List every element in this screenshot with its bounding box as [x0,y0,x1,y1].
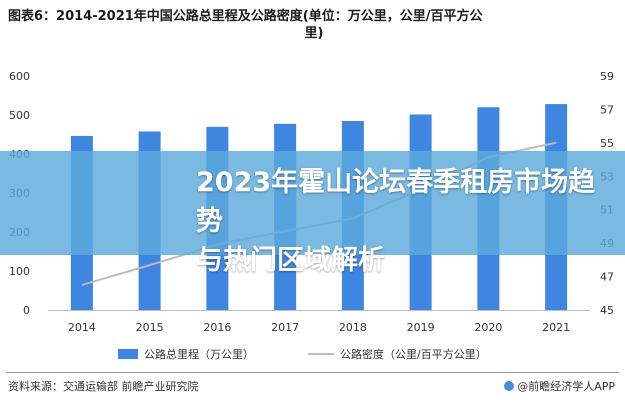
overlay-banner-line2: 与热门区域解析 [196,245,385,276]
y-left-tick-label: 600 [9,70,30,83]
x-tick-label: 2019 [407,321,435,334]
y-right-tick-label: 45 [600,304,614,317]
chart-title-line2: 里) [304,26,324,41]
footer: 资料来源：交通运输部 前瞻产业研究院 @前瞻经济学人APP [0,372,625,407]
x-tick-label: 2021 [542,321,570,334]
legend-label-bars: 公路总里程（万公里） [144,348,254,361]
y-right-tick-label: 55 [600,137,614,150]
y-right-tick-label: 57 [600,103,614,116]
chart-title-line1: 图表6：2014-2021年中国公路总里程及公路密度(单位：万公里，公里/百平方… [8,9,483,24]
footer-divider [6,372,619,373]
footer-brand-label: @前瞻经济学人APP [517,380,615,393]
y-left-tick-label: 500 [9,109,30,122]
x-tick-label: 2018 [339,321,367,334]
legend-item-bars: 公路总里程（万公里） [118,346,254,362]
x-tick-label: 2017 [271,321,299,334]
overlay-banner [0,151,625,255]
x-tick-label: 2016 [203,321,231,334]
x-tick-label: 2015 [136,321,164,334]
x-tick-label: 2020 [474,321,502,334]
y-right-tick-label: 59 [600,70,614,83]
overlay-banner-line1: 2023年霍山论坛春季租房市场趋势 [196,167,596,237]
chart-title: 图表6：2014-2021年中国公路总里程及公路密度(单位：万公里，公里/百平方… [8,8,620,42]
chart-legend: 公路总里程（万公里） 公路密度（公里/百平方公里） [0,346,625,364]
x-tick-label: 2014 [68,321,96,334]
y-right-tick-label: 47 [600,271,614,284]
footer-brand: @前瞻经济学人APP [504,378,615,394]
y-left-tick-label: 100 [9,265,30,278]
legend-label-line: 公路密度（公里/百平方公里） [340,348,487,361]
legend-swatch-bar [118,349,138,359]
legend-swatch-line [308,353,334,355]
y-left-tick-label: 0 [23,304,30,317]
brand-logo-icon [504,381,515,391]
footer-source: 资料来源：交通运输部 前瞻产业研究院 [8,380,199,393]
legend-item-line: 公路密度（公里/百平方公里） [308,346,487,362]
overlay-banner-text: 2023年霍山论坛春季租房市场趋势 与热门区域解析 [196,163,616,280]
